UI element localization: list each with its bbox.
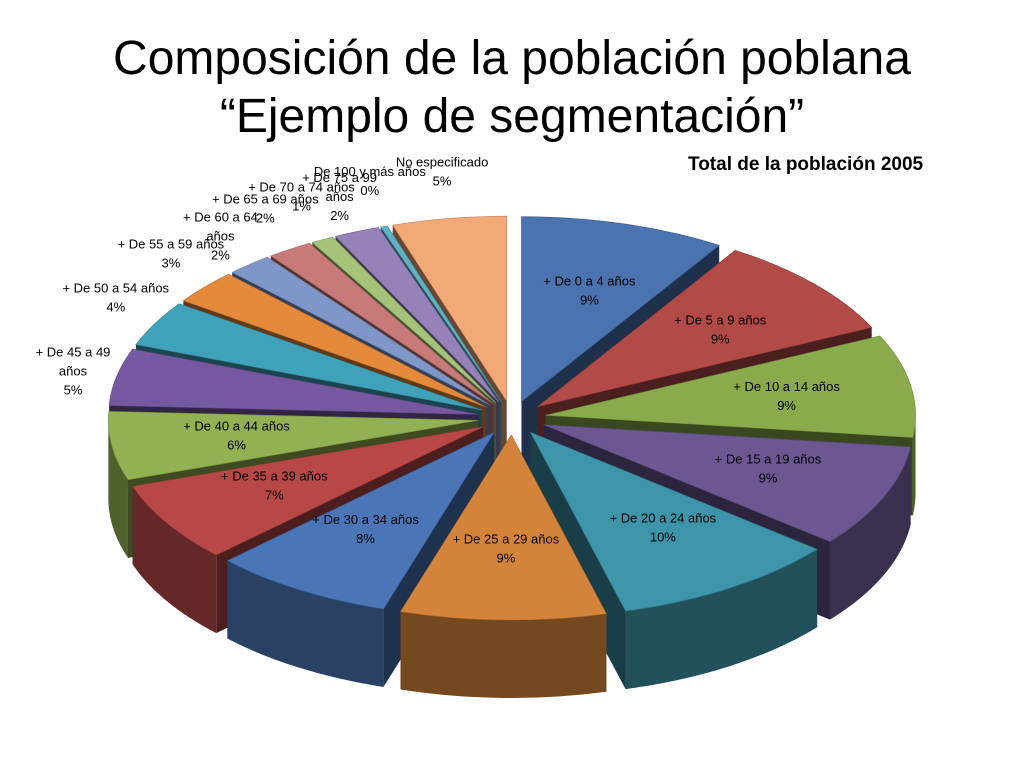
slice-percent: 9% [777,398,796,413]
slice-name: años [206,229,235,244]
slice-name: De 100 y más años [314,164,427,179]
slice-name: + De 20 a 24 años [610,511,717,526]
slice-label-12: + De 55 a 59 años 3% [118,236,225,270]
slice-label-9: + De 40 a 44 años 6% [183,418,290,452]
chart-title: Total de la población 2005 [688,154,924,175]
pie-slice-top [392,215,507,403]
pie-slice-side [108,420,128,558]
pie-slice-top [132,426,484,556]
pie-slice-side [400,611,607,698]
pie-slice-top [108,411,479,481]
slice-name: + De 40 a 44 años [183,418,290,433]
slice-label-17: De 100 y más años 0% [314,164,427,198]
pie-slice-side [227,560,384,687]
slice-name: + De 25 a 29 años [453,532,560,547]
pie-slice-top [537,250,873,408]
pie-slice-side [132,486,217,634]
slice-percent: 7% [265,487,284,502]
slice-label-5: + De 20 a 24 años 10% [610,511,717,545]
slice-percent: 0% [360,183,379,198]
slice-name: No especificado [396,154,489,169]
slice-label-8: + De 35 a 39 años 7% [221,468,328,502]
slice-name: + De 55 a 59 años [118,236,225,251]
pie-slice-top [521,216,720,403]
pie-slice-top [545,335,916,438]
slice-name: + De 5 a 9 años [674,313,767,328]
slice-name: + De 50 a 54 años [62,280,169,295]
slice-label-16: + De 75 a 99 años 2% [302,170,377,223]
slice-name: años [59,364,88,379]
slice-percent: 5% [433,173,452,188]
pie-slice-top [334,227,500,403]
slice-label-10: + De 45 a 49 años 5% [36,345,111,398]
slice-name: + De 0 a 4 años [543,273,636,288]
slice-percent: 4% [106,299,125,314]
slice-label-11: + De 50 a 54 años 4% [62,280,169,314]
pie-slice-6 [400,434,607,698]
pie-slice-top [226,431,495,610]
slice-name: + De 10 a 14 años [733,379,840,394]
pie-slice-side [912,415,916,516]
slice-name: + De 75 a 99 [302,170,377,185]
slice-percent: 1% [292,199,311,214]
slice-label-1: + De 0 a 4 años 9% [543,273,636,307]
slice-percent: 10% [650,530,676,545]
slice-label-15: + De 70 a 74 años 1% [248,180,355,214]
slice-percent: 2% [256,210,275,225]
slice-name: + De 65 a 69 años [212,191,319,206]
slice-percent: 9% [759,471,778,486]
slice-percent: 2% [211,248,230,263]
slice-percent: 9% [497,551,516,566]
slice-name: + De 35 a 39 años [221,468,328,483]
slice-percent: 9% [711,332,730,347]
slice-name: + De 45 a 49 [36,345,111,360]
slice-name: + De 60 a 64 [183,210,258,225]
slice-name: + De 15 a 19 años [715,452,822,467]
slice-percent: 8% [356,531,375,546]
slide-title-line-2: “Ejemplo de segmentación” [219,90,805,143]
slice-percent: 3% [161,255,180,270]
slice-label-14: + De 65 a 69 años 2% [212,191,319,225]
pie-slice-top [270,242,494,405]
pie-slice-top [135,303,483,411]
slide-title-line-1: Composición de la población poblana [113,32,911,85]
pie-slice-top [182,273,487,408]
pie-labels: + De 0 a 4 años 9%+ De 5 a 9 años 9%+ De 1… [36,154,841,565]
slice-label-4: + De 15 a 19 años 9% [715,452,822,486]
slide-title: Composición de la población poblana “Eje… [0,30,1024,146]
pie-slice-top [311,236,497,404]
pie-slice-7 [226,431,495,687]
slice-label-18: No especificado 5% [396,154,489,188]
slice-label-7: + De 30 a 34 años 8% [312,512,419,546]
slice-name: + De 30 a 34 años [312,512,419,527]
pie-slice-top [543,424,911,542]
pie-slice-top [108,348,479,415]
pie-slices [108,215,916,698]
slice-label-13: + De 60 a 64 años 2% [183,210,258,263]
slice-label-6: + De 25 a 29 años 9% [453,532,560,566]
slice-percent: 2% [330,208,349,223]
pie-slice-top [400,434,607,621]
pie-slice-top [529,431,818,612]
slice-percent: 9% [580,292,599,307]
pie-slice-side [829,446,911,620]
slice-label-2: + De 5 a 9 años 9% [674,313,767,347]
slice-percent: 5% [64,383,83,398]
slice-name: años [325,189,354,204]
slice-name: + De 70 a 74 años [248,180,355,195]
slice-label-3: + De 10 a 14 años 9% [733,379,840,413]
slice-percent: 6% [227,437,246,452]
pie-slice-side [625,549,818,690]
pie-slice-top [231,256,491,406]
pie-slice-top [380,225,502,403]
